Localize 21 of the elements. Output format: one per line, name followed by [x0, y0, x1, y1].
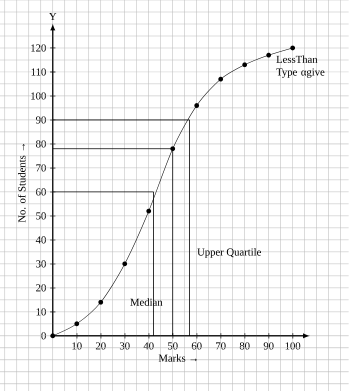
- y-tick-label: 30: [36, 260, 46, 268]
- text: Y: [49, 13, 56, 20]
- y-tick-label: 120: [31, 44, 46, 52]
- x-tick-label: 90: [264, 342, 274, 350]
- y-tick-label: 60: [36, 188, 46, 196]
- y-tick-label: 10: [36, 308, 46, 316]
- y-tick-label: 40: [36, 236, 46, 244]
- y-axis-title: No. of Students →: [18, 144, 26, 222]
- y-tick-label: 50: [36, 212, 46, 220]
- series-label: LessThan Type αgive: [276, 55, 325, 78]
- x-tick-label: 20: [96, 342, 106, 350]
- y-tick-label: 110: [32, 68, 46, 76]
- x-tick-label: 70: [216, 342, 226, 350]
- y-tick-label: 20: [36, 284, 46, 292]
- y-tick-label: 80: [36, 140, 46, 148]
- y-tick-label: 100: [31, 92, 46, 100]
- x-axis-title: Marks →: [158, 354, 197, 362]
- y-tick-label: 70: [36, 164, 46, 172]
- ref-line-label: Upper Quartile: [197, 248, 262, 258]
- x-tick-label: 80: [240, 342, 250, 350]
- y-tick-label: 90: [36, 116, 46, 124]
